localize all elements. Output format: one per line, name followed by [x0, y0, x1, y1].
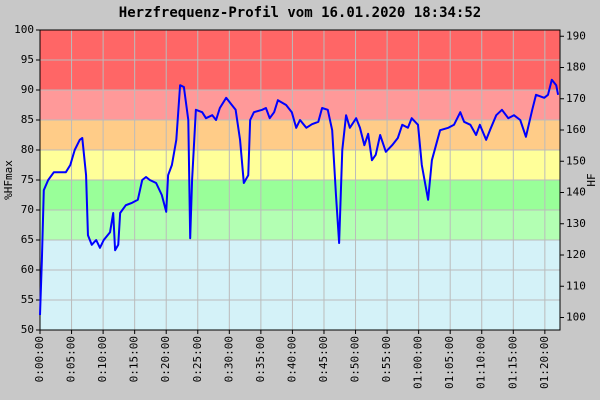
- y2-axis-label: HF: [585, 173, 598, 186]
- x-tick-label: 01:20:00: [538, 336, 551, 389]
- x-tick-label: 0:25:00: [191, 336, 204, 382]
- y2-tick-label: 100: [566, 311, 586, 324]
- y2-tick-label: 180: [566, 61, 586, 74]
- x-tick-label: 01:00:00: [412, 336, 425, 389]
- y2-tick-label: 150: [566, 154, 586, 167]
- y-tick-label: 75: [21, 173, 34, 186]
- x-tick-label: 0:55:00: [380, 336, 393, 382]
- zone-band: [40, 90, 560, 120]
- y-tick-label: 50: [21, 323, 34, 336]
- y-tick-label: 65: [21, 233, 34, 246]
- x-tick-label: 0:15:00: [128, 336, 141, 382]
- y-tick-label: 85: [21, 113, 34, 126]
- x-tick-label: 0:50:00: [349, 336, 362, 382]
- x-tick-label: 0:30:00: [222, 336, 235, 382]
- y-tick-label: 60: [21, 263, 34, 276]
- y2-tick-label: 160: [566, 123, 586, 136]
- y2-tick-label: 130: [566, 217, 586, 230]
- x-tick-label: 0:40:00: [285, 336, 298, 382]
- x-tick-label: 01:05:00: [443, 336, 456, 389]
- x-tick-label: 0:00:00: [33, 336, 46, 382]
- y2-tick-label: 170: [566, 92, 586, 105]
- y-axis-label: %HFmax: [2, 160, 15, 200]
- x-tick-label: 01:15:00: [506, 336, 519, 389]
- y-tick-label: 95: [21, 53, 34, 66]
- y-tick-label: 90: [21, 83, 34, 96]
- x-tick-label: 0:20:00: [159, 336, 172, 382]
- zone-band: [40, 210, 560, 240]
- y-tick-label: 80: [21, 143, 34, 156]
- y-tick-label: 100: [14, 23, 34, 36]
- x-tick-label: 0:35:00: [254, 336, 267, 382]
- y2-tick-label: 140: [566, 186, 586, 199]
- hr-line: [39, 78, 560, 316]
- zone-band: [40, 120, 560, 150]
- zone-band: [40, 240, 560, 330]
- plot-frame: [39, 29, 561, 331]
- y2-tick-label: 190: [566, 29, 586, 42]
- y-tick-label: 55: [21, 293, 34, 306]
- y2-tick-label: 120: [566, 248, 586, 261]
- y-tick-label: 70: [21, 203, 34, 216]
- x-tick-label: 0:10:00: [96, 336, 109, 382]
- x-tick-label: 01:10:00: [475, 336, 488, 389]
- x-tick-label: 0:05:00: [65, 336, 78, 382]
- x-tick-label: 0:45:00: [317, 336, 330, 382]
- chart-title: Herzfrequenz-Profil vom 16.01.2020 18:34…: [119, 5, 481, 21]
- zone-band: [40, 150, 560, 180]
- y2-tick-label: 110: [566, 279, 586, 292]
